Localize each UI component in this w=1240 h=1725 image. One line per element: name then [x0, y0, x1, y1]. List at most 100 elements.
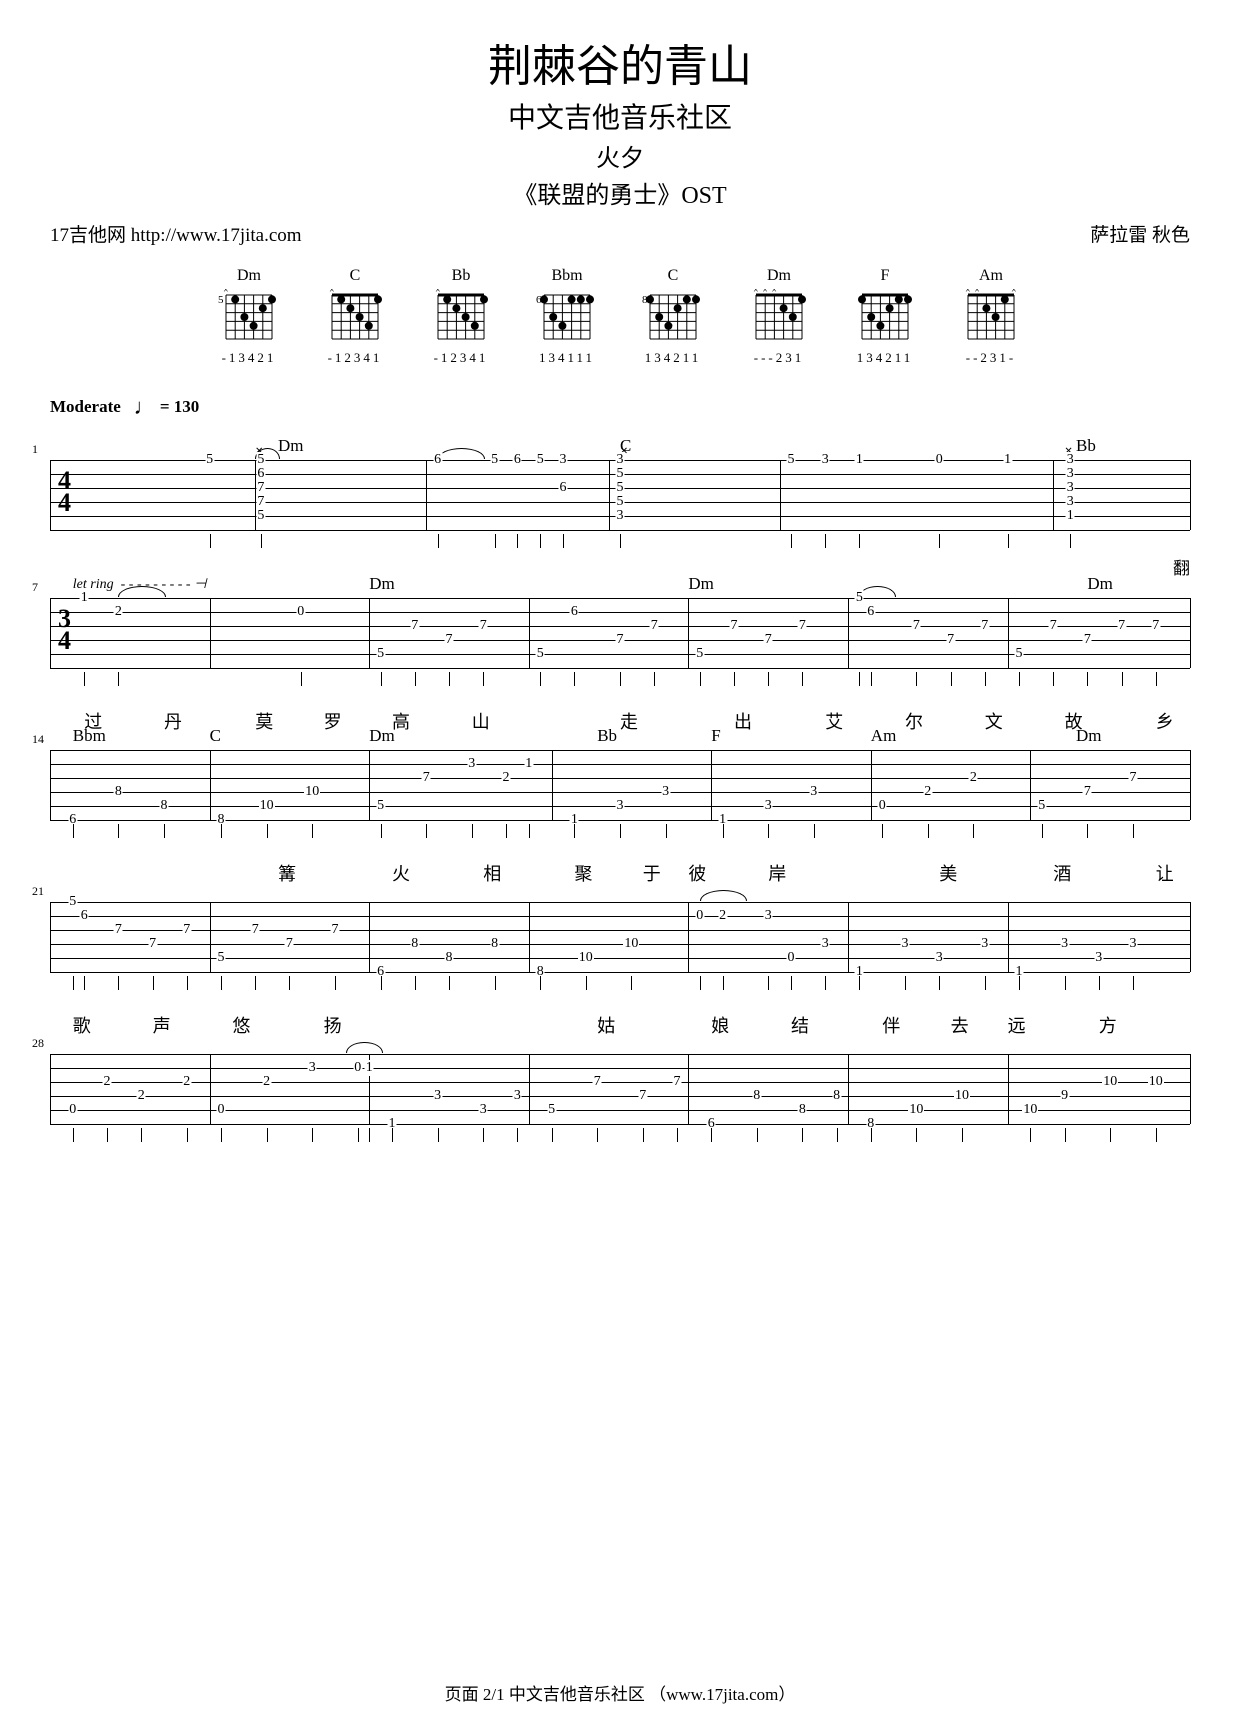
fret-number: 10	[623, 936, 639, 952]
header: 荆棘谷的青山 中文吉他音乐社区 火夕 《联盟的勇士》OST	[50, 30, 1190, 210]
lyric-syllable: 篝	[278, 860, 296, 886]
tempo-bpm: = 130	[160, 397, 199, 416]
lyric-syllable: 让	[1156, 860, 1174, 886]
fret-number: 8	[410, 936, 419, 952]
svg-text:×: ×	[965, 289, 971, 296]
fret-number: 3	[616, 798, 625, 814]
tab-system: 翻DmDmDmlet ring - - - - - - - - - ⊣73412…	[50, 598, 1190, 694]
fret-number: 3	[1094, 950, 1103, 966]
chord-label: Am	[871, 726, 897, 746]
chord-label: Bb	[597, 726, 617, 746]
chord-diagrams-row: Dm5×-13421C×-12341Bb×-12341Bbm6134111C81…	[50, 267, 1190, 366]
fret-number: 7	[148, 936, 157, 952]
chord-fingering: 134211	[857, 350, 914, 366]
fret-number: 7	[1083, 784, 1092, 800]
fret-number: 3	[467, 756, 476, 772]
fret-number: 1	[524, 756, 533, 772]
barline	[848, 1054, 849, 1124]
fret-number: 6	[433, 452, 442, 468]
tab-staff: 146888101057321133133022577	[50, 750, 1190, 820]
lyric-syllable: 姑	[597, 1012, 615, 1038]
fret-number: 5	[205, 452, 214, 468]
lyric-syllable: 丹	[164, 708, 182, 734]
subtitle-3: 《联盟的勇士》OST	[50, 175, 1190, 210]
barline	[50, 460, 51, 530]
rhythm-row	[50, 824, 1190, 846]
fret-number: 8	[752, 1088, 761, 1104]
barline	[848, 598, 849, 668]
tab-system: 过丹莫罗高山走出艾尔文故乡BbmCDmBbFAmDm14688810105732…	[50, 750, 1190, 846]
barline	[1008, 902, 1009, 972]
lyric-syllable: 罗	[324, 708, 342, 734]
fret-number: 0	[68, 1102, 77, 1118]
fret-number: 0	[296, 604, 305, 620]
fret-number: 5	[376, 798, 385, 814]
fret-number: 2	[182, 1074, 191, 1090]
fret-number: 7	[1151, 618, 1160, 634]
fret-number: 3	[1129, 936, 1138, 952]
chord-grid: 8	[640, 289, 706, 347]
fret-number: 2	[718, 908, 727, 924]
bar-number: 7	[32, 580, 38, 595]
lyric-syllable: 结	[791, 1012, 809, 1038]
fret-number: 5	[536, 646, 545, 662]
fret-number: 7	[1083, 632, 1092, 648]
fret-number: 3	[821, 936, 830, 952]
barline	[848, 902, 849, 972]
lyric-syllable: 文	[985, 708, 1003, 734]
fret-number: 5	[490, 452, 499, 468]
annotation: 翻	[1173, 554, 1190, 579]
lyric-syllable: 悠	[232, 1012, 250, 1038]
chord-label: Dm	[278, 436, 304, 456]
bar-number: 1	[32, 442, 38, 457]
fret-number: 8	[445, 950, 454, 966]
fret-number: 0	[787, 950, 796, 966]
tab-staff: 215677757776888810100230313331333	[50, 902, 1190, 972]
lyric-syllable: 乡	[1156, 708, 1174, 734]
svg-text:×: ×	[753, 289, 759, 296]
fret-number: 10	[1148, 1074, 1164, 1090]
chord-diagram: C8134211	[640, 267, 706, 366]
bar-number: 28	[32, 1036, 44, 1051]
tie-arc	[346, 1042, 382, 1053]
chord-fingering: -12341	[434, 350, 489, 366]
fret-number: 7	[638, 1088, 647, 1104]
svg-text:×: ×	[762, 289, 768, 296]
barline	[1190, 460, 1191, 530]
fret-number: 2	[103, 1074, 112, 1090]
chord-grid: 6	[534, 289, 600, 347]
chord-label: Bb	[1076, 436, 1096, 456]
bar-number: 21	[32, 884, 44, 899]
lyric-syllable: 远	[1008, 1012, 1026, 1038]
barline	[210, 902, 211, 972]
chord-fingering: ---231	[754, 350, 805, 366]
tab-system: DmCBb144×××556775656536355535310133331	[50, 460, 1190, 556]
chord-diagram: Dm5×-13421	[216, 267, 282, 366]
fret-number: 3	[513, 1088, 522, 1104]
rhythm-row	[50, 976, 1190, 998]
fret-number: 5	[695, 646, 704, 662]
chord-label: Dm	[369, 726, 395, 746]
fret-number: 6	[513, 452, 522, 468]
bar-number: 14	[32, 732, 44, 747]
fret-number: 1	[365, 1060, 374, 1076]
fret-number: 7	[445, 632, 454, 648]
barline	[369, 902, 370, 972]
chord-diagram: Am×××--231-	[958, 267, 1024, 366]
barline	[369, 750, 370, 820]
fret-number: 10	[259, 798, 275, 814]
fret-number: 6	[570, 604, 579, 620]
chord-name: C	[350, 267, 361, 285]
fret-number: 7	[410, 618, 419, 634]
fret-number: 6	[866, 604, 875, 620]
fret-number: 5	[1015, 646, 1024, 662]
fret-number: 10	[954, 1088, 970, 1104]
lyric-syllable: 莫	[255, 708, 273, 734]
barline	[1053, 460, 1054, 530]
fret-number: 8	[832, 1088, 841, 1104]
lyric-syllable: 聚	[574, 860, 592, 886]
fret-number: 7	[798, 618, 807, 634]
fret-number: 7	[946, 632, 955, 648]
fret-number: 3	[616, 508, 625, 524]
fret-number: 3	[821, 452, 830, 468]
